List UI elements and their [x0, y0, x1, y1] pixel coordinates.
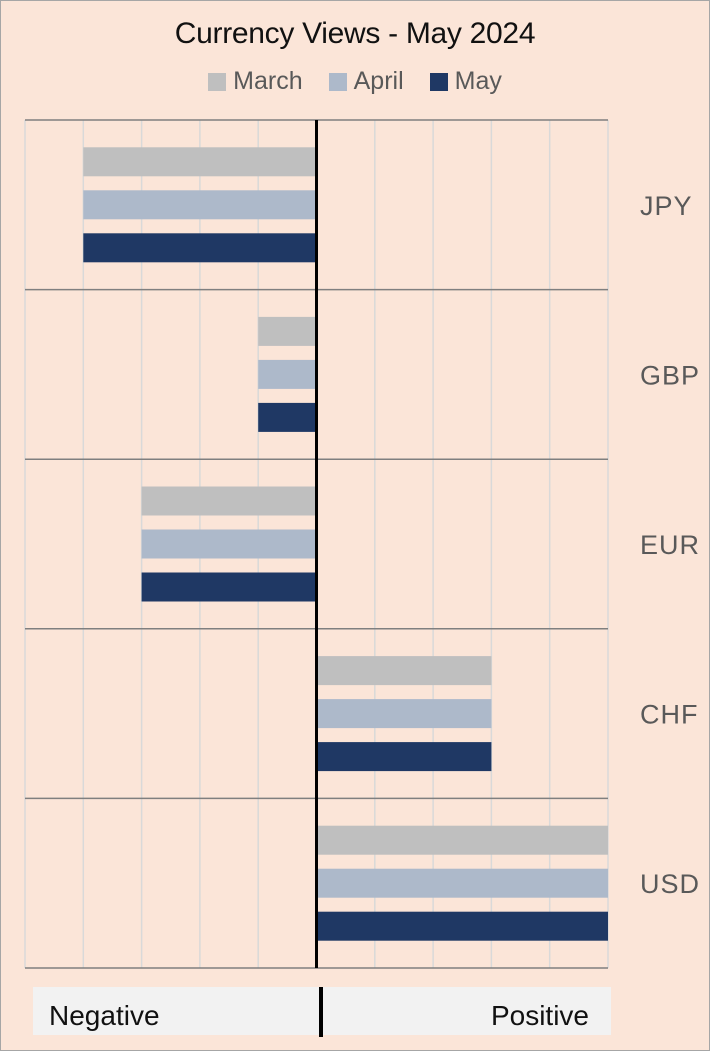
legend-item-march: March — [208, 67, 303, 96]
category-label-usd: USD — [640, 869, 700, 899]
legend-item-may: May — [429, 67, 502, 96]
bar-usd-may — [316, 911, 608, 941]
category-label-jpy: JPY — [640, 191, 693, 221]
bar-eur-march — [141, 486, 317, 516]
legend-swatch — [328, 72, 347, 91]
sentiment-scale: Negative Positive — [33, 987, 611, 1037]
legend-label: April — [353, 67, 404, 95]
bar-gbp-march — [258, 316, 317, 346]
bar-chf-april — [316, 699, 492, 729]
chart-legend: March April May — [1, 67, 709, 96]
bar-usd-april — [316, 868, 608, 898]
legend-label: March — [233, 67, 303, 95]
scale-divider — [319, 987, 323, 1037]
positive-label: Positive — [490, 1000, 589, 1031]
negative-label: Negative — [49, 1000, 160, 1031]
bar-gbp-april — [258, 359, 317, 389]
bar-chf-may — [316, 742, 492, 772]
legend-swatch — [429, 72, 448, 91]
category-label-chf: CHF — [640, 700, 699, 730]
bar-eur-may — [141, 572, 317, 602]
legend-item-april: April — [328, 67, 404, 96]
category-label-eur: EUR — [640, 530, 700, 560]
bar-jpy-march — [83, 147, 317, 177]
chart-title: Currency Views - May 2024 — [174, 17, 536, 50]
bar-usd-march — [316, 825, 608, 855]
bar-gbp-may — [258, 402, 317, 432]
bar-eur-april — [141, 529, 317, 559]
legend-swatch — [208, 72, 227, 91]
legend-label: May — [454, 67, 502, 95]
bar-jpy-april — [83, 190, 317, 220]
category-label-gbp: GBP — [640, 360, 700, 390]
bar-jpy-may — [83, 233, 317, 263]
bar-chf-march — [316, 656, 492, 686]
